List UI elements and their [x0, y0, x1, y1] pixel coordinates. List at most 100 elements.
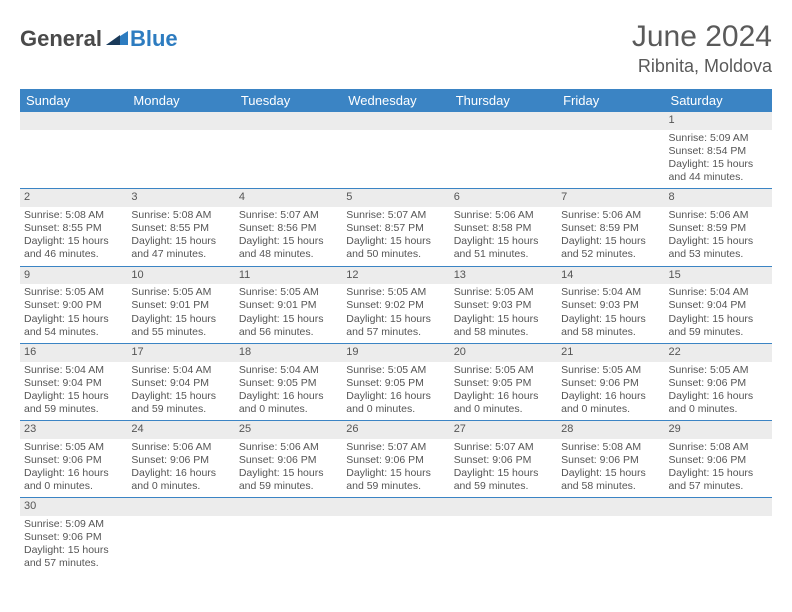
day-details-cell: Sunrise: 5:04 AMSunset: 9:04 PMDaylight:… [20, 362, 127, 421]
daylight-text: Daylight: 16 hours and 0 minutes. [24, 467, 123, 493]
day-details-cell: Sunrise: 5:09 AMSunset: 9:06 PMDaylight:… [20, 516, 127, 575]
day-number-cell: 18 [235, 343, 342, 361]
sunset-text: Sunset: 8:55 PM [24, 222, 123, 235]
day-number-cell: 6 [450, 189, 557, 207]
sunset-text: Sunset: 9:01 PM [239, 299, 338, 312]
sunset-text: Sunset: 9:04 PM [131, 377, 230, 390]
day-details-cell: Sunrise: 5:05 AMSunset: 9:01 PMDaylight:… [127, 284, 234, 343]
day-details-cell: Sunrise: 5:04 AMSunset: 9:04 PMDaylight:… [127, 362, 234, 421]
sunrise-text: Sunrise: 5:05 AM [454, 364, 553, 377]
daynum-row: 30 [20, 498, 772, 516]
sunset-text: Sunset: 9:06 PM [24, 454, 123, 467]
daylight-text: Daylight: 15 hours and 55 minutes. [131, 313, 230, 339]
daynum-row: 2345678 [20, 189, 772, 207]
day-number-cell: 28 [557, 421, 664, 439]
sunrise-text: Sunrise: 5:07 AM [454, 441, 553, 454]
day-number-cell: 8 [665, 189, 772, 207]
weekday-header: Wednesday [342, 89, 449, 112]
day-number-cell: 14 [557, 266, 664, 284]
day-number-cell [127, 112, 234, 130]
day-number-cell: 24 [127, 421, 234, 439]
day-details-cell: Sunrise: 5:05 AMSunset: 9:02 PMDaylight:… [342, 284, 449, 343]
day-number-cell: 25 [235, 421, 342, 439]
day-number-cell [235, 498, 342, 516]
sunrise-text: Sunrise: 5:05 AM [669, 364, 768, 377]
day-details-cell [127, 516, 234, 575]
sunset-text: Sunset: 9:04 PM [669, 299, 768, 312]
day-number-cell [127, 498, 234, 516]
daynum-row: 16171819202122 [20, 343, 772, 361]
daylight-text: Daylight: 15 hours and 56 minutes. [239, 313, 338, 339]
sunrise-text: Sunrise: 5:05 AM [346, 286, 445, 299]
day-details-cell [235, 130, 342, 189]
sunrise-text: Sunrise: 5:08 AM [131, 209, 230, 222]
day-details-cell: Sunrise: 5:05 AMSunset: 9:05 PMDaylight:… [342, 362, 449, 421]
details-row: Sunrise: 5:04 AMSunset: 9:04 PMDaylight:… [20, 362, 772, 421]
daylight-text: Daylight: 15 hours and 51 minutes. [454, 235, 553, 261]
sunset-text: Sunset: 8:56 PM [239, 222, 338, 235]
day-number-cell: 29 [665, 421, 772, 439]
weekday-header: Sunday [20, 89, 127, 112]
sunrise-text: Sunrise: 5:04 AM [561, 286, 660, 299]
day-details-cell: Sunrise: 5:08 AMSunset: 8:55 PMDaylight:… [20, 207, 127, 266]
sunrise-text: Sunrise: 5:06 AM [669, 209, 768, 222]
day-details-cell: Sunrise: 5:05 AMSunset: 9:01 PMDaylight:… [235, 284, 342, 343]
day-number-cell: 26 [342, 421, 449, 439]
daylight-text: Daylight: 15 hours and 59 minutes. [669, 313, 768, 339]
day-number-cell: 10 [127, 266, 234, 284]
daylight-text: Daylight: 15 hours and 57 minutes. [669, 467, 768, 493]
sunset-text: Sunset: 9:06 PM [239, 454, 338, 467]
day-details-cell [342, 516, 449, 575]
day-details-cell: Sunrise: 5:05 AMSunset: 9:06 PMDaylight:… [557, 362, 664, 421]
day-details-cell: Sunrise: 5:06 AMSunset: 9:06 PMDaylight:… [235, 439, 342, 498]
day-details-cell [235, 516, 342, 575]
day-number-cell [235, 112, 342, 130]
day-number-cell: 4 [235, 189, 342, 207]
day-details-cell [665, 516, 772, 575]
day-details-cell: Sunrise: 5:07 AMSunset: 8:56 PMDaylight:… [235, 207, 342, 266]
sunset-text: Sunset: 9:03 PM [561, 299, 660, 312]
day-details-cell: Sunrise: 5:09 AMSunset: 8:54 PMDaylight:… [665, 130, 772, 189]
day-details-cell: Sunrise: 5:07 AMSunset: 9:06 PMDaylight:… [450, 439, 557, 498]
daylight-text: Daylight: 15 hours and 47 minutes. [131, 235, 230, 261]
day-number-cell: 3 [127, 189, 234, 207]
sunset-text: Sunset: 9:06 PM [24, 531, 123, 544]
day-details-cell [20, 130, 127, 189]
logo-text-part1: General [20, 26, 102, 52]
day-details-cell: Sunrise: 5:07 AMSunset: 8:57 PMDaylight:… [342, 207, 449, 266]
day-number-cell: 1 [665, 112, 772, 130]
day-details-cell: Sunrise: 5:06 AMSunset: 9:06 PMDaylight:… [127, 439, 234, 498]
logo-triangle-icon [106, 29, 128, 48]
day-number-cell: 27 [450, 421, 557, 439]
day-number-cell [20, 112, 127, 130]
sunrise-text: Sunrise: 5:05 AM [24, 286, 123, 299]
day-number-cell: 7 [557, 189, 664, 207]
sunset-text: Sunset: 9:06 PM [669, 377, 768, 390]
day-number-cell [342, 498, 449, 516]
daylight-text: Daylight: 15 hours and 50 minutes. [346, 235, 445, 261]
day-number-cell: 21 [557, 343, 664, 361]
sunset-text: Sunset: 9:05 PM [454, 377, 553, 390]
sunrise-text: Sunrise: 5:06 AM [131, 441, 230, 454]
daylight-text: Daylight: 15 hours and 59 minutes. [239, 467, 338, 493]
daynum-row: 9101112131415 [20, 266, 772, 284]
day-number-cell: 23 [20, 421, 127, 439]
daylight-text: Daylight: 15 hours and 46 minutes. [24, 235, 123, 261]
daylight-text: Daylight: 16 hours and 0 minutes. [346, 390, 445, 416]
daylight-text: Daylight: 15 hours and 59 minutes. [131, 390, 230, 416]
sunrise-text: Sunrise: 5:06 AM [561, 209, 660, 222]
weekday-header: Saturday [665, 89, 772, 112]
sunrise-text: Sunrise: 5:05 AM [346, 364, 445, 377]
sunset-text: Sunset: 9:06 PM [346, 454, 445, 467]
sunrise-text: Sunrise: 5:07 AM [239, 209, 338, 222]
day-number-cell: 11 [235, 266, 342, 284]
sunset-text: Sunset: 9:06 PM [561, 377, 660, 390]
daylight-text: Daylight: 16 hours and 0 minutes. [454, 390, 553, 416]
sunrise-text: Sunrise: 5:05 AM [561, 364, 660, 377]
sunrise-text: Sunrise: 5:05 AM [131, 286, 230, 299]
daylight-text: Daylight: 15 hours and 59 minutes. [24, 390, 123, 416]
daylight-text: Daylight: 16 hours and 0 minutes. [669, 390, 768, 416]
daylight-text: Daylight: 15 hours and 57 minutes. [24, 544, 123, 570]
sunset-text: Sunset: 8:58 PM [454, 222, 553, 235]
sunset-text: Sunset: 9:06 PM [561, 454, 660, 467]
